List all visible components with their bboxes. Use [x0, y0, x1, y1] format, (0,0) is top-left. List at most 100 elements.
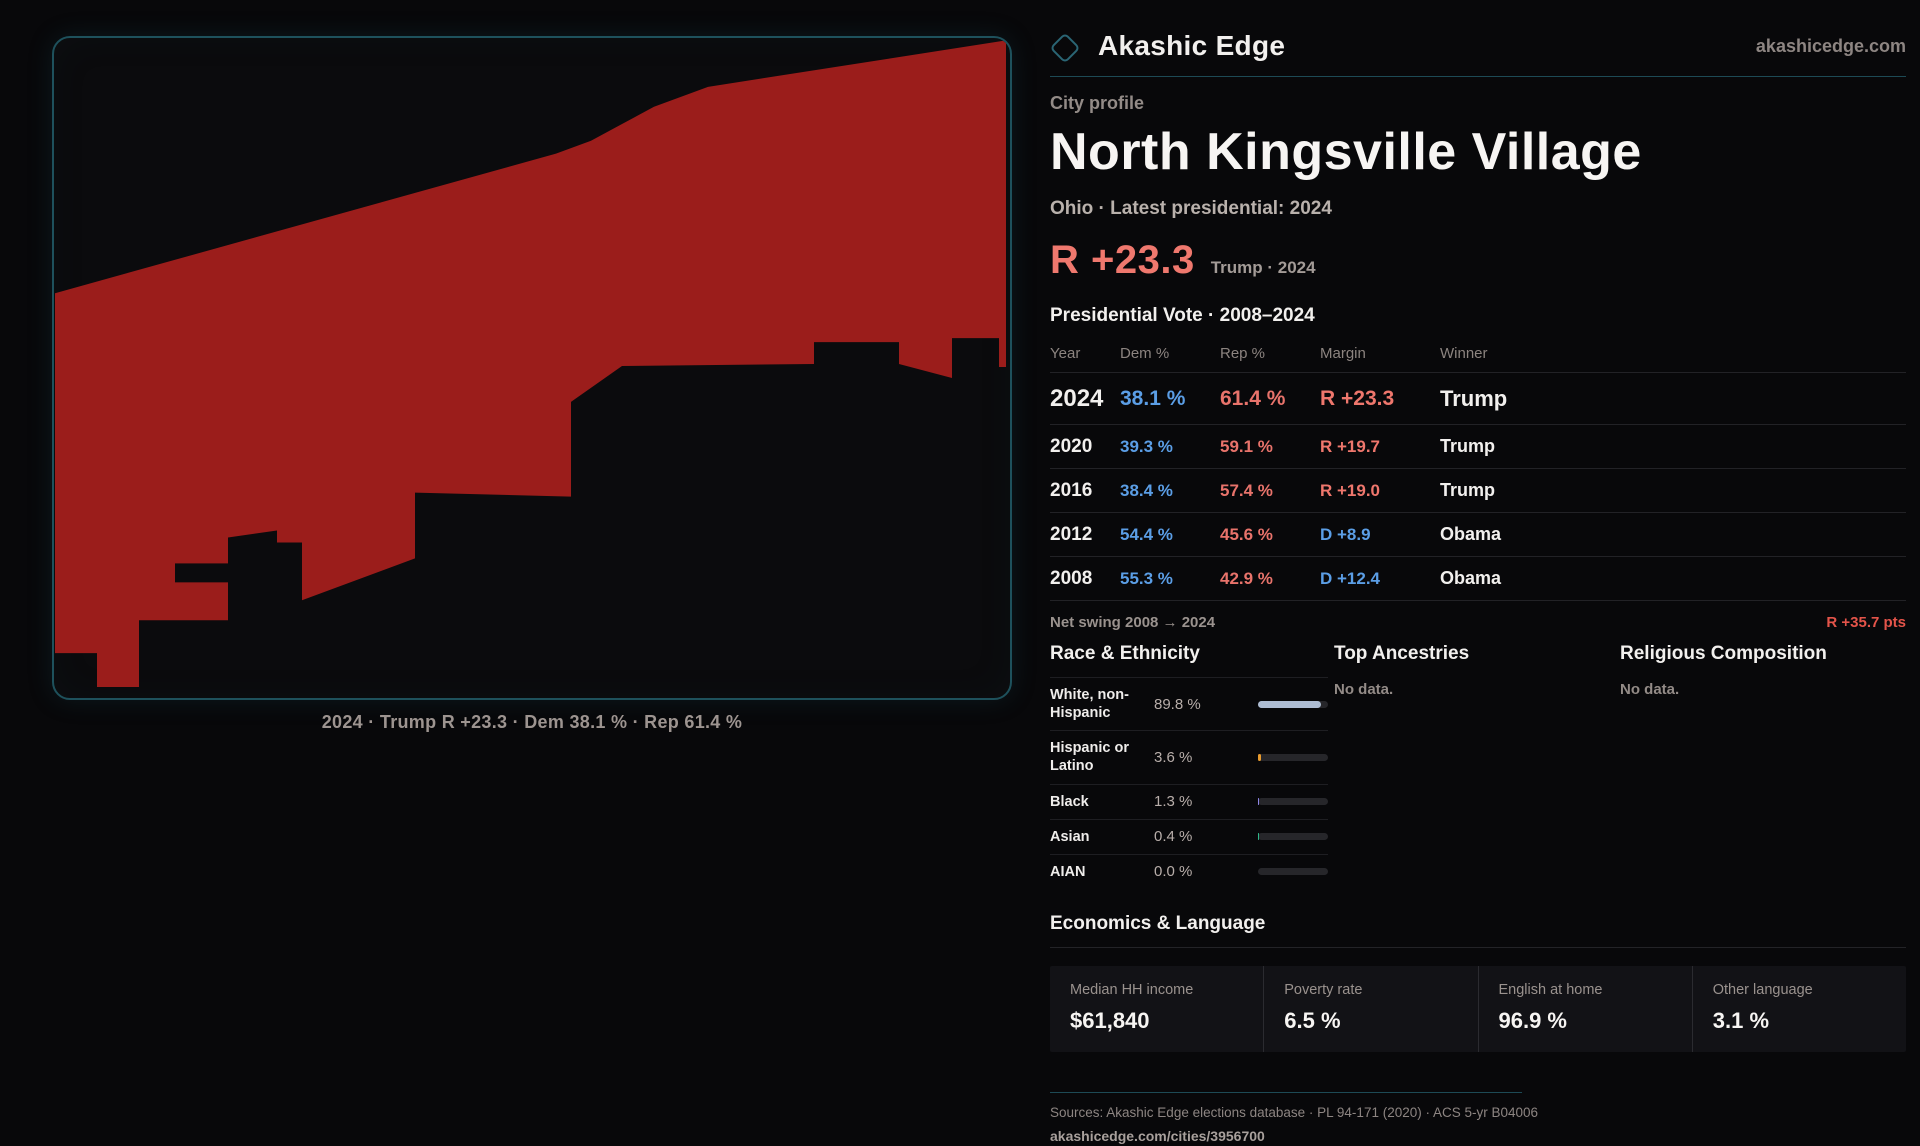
- col-dem: Dem %: [1120, 345, 1220, 362]
- diamond-logo-icon: [1049, 32, 1080, 63]
- dem-cell: 38.1 %: [1120, 387, 1220, 411]
- stat-card: Other language 3.1 %: [1692, 966, 1906, 1052]
- vote-table-row: 2016 38.4 % 57.4 % R +19.0 Trump: [1050, 469, 1906, 513]
- race-bar: [1258, 833, 1328, 840]
- margin-cell: D +8.9: [1320, 525, 1440, 545]
- race-title: Race & Ethnicity: [1050, 643, 1328, 677]
- race-row: AIAN 0.0 %: [1050, 854, 1328, 889]
- race-row: Hispanic or Latino 3.6 %: [1050, 730, 1328, 783]
- race-bar: [1258, 798, 1328, 805]
- site-link[interactable]: akashicedge.com: [1756, 36, 1906, 57]
- footer: Sources: Akashic Edge elections database…: [1050, 1092, 1906, 1146]
- stat-card: Poverty rate 6.5 %: [1263, 966, 1477, 1052]
- net-swing-value: R +35.7 pts: [1826, 614, 1906, 631]
- margin-cell: R +19.7: [1320, 437, 1440, 457]
- margin-cell: D +12.4: [1320, 569, 1440, 589]
- race-label: Black: [1050, 793, 1154, 811]
- race-bar-fill: [1258, 798, 1259, 805]
- headline-margin: R +23.3: [1050, 238, 1195, 283]
- stat-value: $61,840: [1070, 1008, 1243, 1034]
- col-year: Year: [1050, 345, 1120, 362]
- winner-cell: Obama: [1440, 524, 1906, 545]
- religion-no-data: No data.: [1620, 677, 1906, 698]
- economics-title: Economics & Language: [1050, 913, 1906, 948]
- winner-cell: Trump: [1440, 386, 1906, 412]
- margin-cell: R +19.0: [1320, 481, 1440, 501]
- rep-cell: 45.6 %: [1220, 525, 1320, 545]
- rep-cell: 57.4 %: [1220, 481, 1320, 501]
- stat-label: Poverty rate: [1284, 982, 1457, 998]
- city-boundary-map: [52, 36, 1012, 700]
- dem-cell: 55.3 %: [1120, 569, 1220, 589]
- margin-cell: R +23.3: [1320, 387, 1440, 411]
- vote-table-row: 2012 54.4 % 45.6 % D +8.9 Obama: [1050, 513, 1906, 557]
- race-column: Race & Ethnicity White, non-Hispanic 89.…: [1050, 643, 1328, 889]
- stat-label: Median HH income: [1070, 982, 1243, 998]
- headline-note: Trump · 2024: [1211, 258, 1316, 278]
- race-row: White, non-Hispanic 89.8 %: [1050, 677, 1328, 730]
- race-value: 89.8 %: [1154, 696, 1228, 713]
- footer-divider: [1050, 1092, 1522, 1093]
- religion-column: Religious Composition No data.: [1620, 643, 1906, 889]
- race-label: AIAN: [1050, 863, 1154, 881]
- winner-cell: Trump: [1440, 480, 1906, 501]
- race-bar-fill: [1258, 754, 1261, 761]
- rep-cell: 42.9 %: [1220, 569, 1320, 589]
- map-caption: 2024 · Trump R +23.3 · Dem 38.1 % · Rep …: [52, 712, 1012, 733]
- race-value: 0.0 %: [1154, 863, 1228, 880]
- stat-value: 96.9 %: [1499, 1008, 1672, 1034]
- footer-sources: Sources: Akashic Edge elections database…: [1050, 1105, 1906, 1120]
- religion-title: Religious Composition: [1620, 643, 1906, 677]
- economics-stats: Median HH income $61,840 Poverty rate 6.…: [1050, 966, 1906, 1052]
- dem-cell: 54.4 %: [1120, 525, 1220, 545]
- net-swing-row: Net swing 2008 → 2024 R +35.7 pts: [1050, 601, 1906, 641]
- ancestries-title: Top Ancestries: [1334, 643, 1614, 677]
- permalink[interactable]: akashicedge.com/cities/3956700: [1050, 1128, 1265, 1144]
- race-bar: [1258, 868, 1328, 875]
- stat-card: English at home 96.9 %: [1478, 966, 1692, 1052]
- race-bar: [1258, 701, 1328, 708]
- year-cell: 2024: [1050, 385, 1120, 413]
- demographics-section: Race & Ethnicity White, non-Hispanic 89.…: [1050, 643, 1906, 889]
- race-value: 0.4 %: [1154, 828, 1228, 845]
- net-swing-label: Net swing 2008 → 2024: [1050, 614, 1215, 631]
- dem-cell: 38.4 %: [1120, 481, 1220, 501]
- profile-panel: Akashic Edge akashicedge.com City profil…: [1050, 30, 1906, 1146]
- race-label: Asian: [1050, 828, 1154, 846]
- kicker: City profile: [1050, 93, 1906, 114]
- stat-label: Other language: [1713, 982, 1886, 998]
- winner-cell: Obama: [1440, 568, 1906, 589]
- dem-cell: 39.3 %: [1120, 437, 1220, 457]
- race-label: White, non-Hispanic: [1050, 686, 1154, 722]
- brand-name: Akashic Edge: [1098, 30, 1285, 62]
- vote-table-row: 2008 55.3 % 42.9 % D +12.4 Obama: [1050, 557, 1906, 601]
- year-cell: 2012: [1050, 524, 1120, 546]
- subtitle: Ohio · Latest presidential: 2024: [1050, 198, 1906, 220]
- race-bar-fill: [1258, 701, 1321, 708]
- rep-cell: 59.1 %: [1220, 437, 1320, 457]
- page-title: North Kingsville Village: [1050, 122, 1906, 182]
- year-cell: 2016: [1050, 480, 1120, 502]
- boundary-svg: [54, 38, 1010, 698]
- col-winner: Winner: [1440, 345, 1906, 362]
- boundary-notch: [175, 563, 228, 582]
- stat-label: English at home: [1499, 982, 1672, 998]
- stat-value: 6.5 %: [1284, 1008, 1457, 1034]
- race-row: Asian 0.4 %: [1050, 819, 1328, 854]
- col-margin: Margin: [1320, 345, 1440, 362]
- race-bar: [1258, 754, 1328, 761]
- race-row: Black 1.3 %: [1050, 784, 1328, 819]
- ancestries-column: Top Ancestries No data.: [1334, 643, 1614, 889]
- stat-card: Median HH income $61,840: [1050, 966, 1263, 1052]
- city-boundary-polygon: [55, 41, 1006, 687]
- race-value: 3.6 %: [1154, 749, 1228, 766]
- vote-table-title: Presidential Vote · 2008–2024: [1050, 305, 1906, 327]
- stat-value: 3.1 %: [1713, 1008, 1886, 1034]
- col-rep: Rep %: [1220, 345, 1320, 362]
- vote-table-header: Year Dem % Rep % Margin Winner: [1050, 339, 1906, 373]
- ancestries-no-data: No data.: [1334, 677, 1614, 698]
- rep-cell: 61.4 %: [1220, 387, 1320, 411]
- vote-table-row: 2020 39.3 % 59.1 % R +19.7 Trump: [1050, 425, 1906, 469]
- vote-table: Year Dem % Rep % Margin Winner 2024 38.1…: [1050, 339, 1906, 601]
- year-cell: 2020: [1050, 436, 1120, 458]
